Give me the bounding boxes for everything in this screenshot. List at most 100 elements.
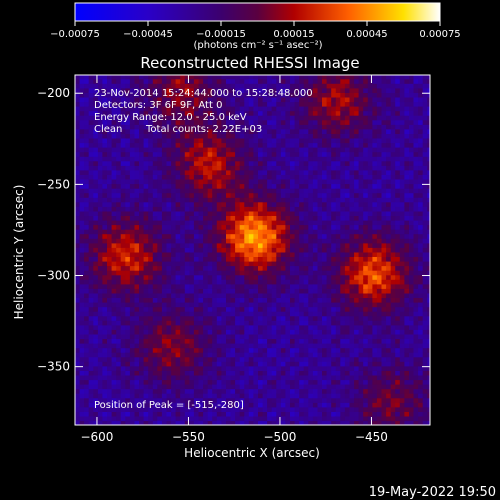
heatmap-cell bbox=[148, 156, 154, 162]
heatmap-cell bbox=[166, 78, 172, 84]
heatmap-cell bbox=[166, 370, 172, 376]
heatmap-cell bbox=[166, 188, 172, 194]
heatmap-cell bbox=[171, 188, 177, 194]
heatmap-cell bbox=[129, 379, 136, 385]
heatmap-cell bbox=[79, 238, 85, 244]
heatmap-cell bbox=[244, 87, 250, 93]
heatmap-cell bbox=[244, 106, 250, 112]
heatmap-cell bbox=[120, 165, 126, 171]
heatmap-cell bbox=[107, 333, 113, 340]
heatmap-cell bbox=[161, 224, 168, 230]
heatmap-cell bbox=[207, 302, 213, 308]
heatmap-cell bbox=[207, 333, 213, 340]
heatmap-cell bbox=[230, 361, 236, 367]
heatmap-cell bbox=[107, 320, 113, 326]
heatmap-cell bbox=[367, 197, 373, 203]
heatmap-cell bbox=[175, 206, 181, 212]
heatmap-cell bbox=[317, 188, 323, 194]
heatmap-cell bbox=[363, 379, 369, 385]
heatmap-cell bbox=[358, 160, 364, 166]
heatmap-cell bbox=[299, 397, 305, 403]
heatmap-cell bbox=[148, 133, 154, 139]
heatmap-cell bbox=[166, 388, 172, 394]
heatmap-cell bbox=[216, 288, 222, 294]
heatmap-cell bbox=[212, 124, 218, 130]
heatmap-cell bbox=[111, 270, 117, 276]
heatmap-cell bbox=[139, 115, 145, 121]
heatmap-cell bbox=[207, 233, 213, 239]
heatmap-cell bbox=[193, 215, 200, 221]
heatmap-cell bbox=[129, 206, 136, 212]
heatmap-cell bbox=[331, 365, 337, 371]
heatmap-cell bbox=[203, 78, 209, 84]
heatmap-cell bbox=[75, 379, 81, 385]
heatmap-cell bbox=[139, 75, 145, 80]
heatmap-cell bbox=[317, 333, 323, 340]
heatmap-cell bbox=[116, 206, 122, 212]
heatmap-cell bbox=[189, 151, 195, 157]
heatmap-cell bbox=[367, 343, 373, 349]
heatmap-cell bbox=[299, 133, 305, 139]
heatmap-cell bbox=[253, 247, 259, 253]
heatmap-cell bbox=[244, 115, 250, 121]
heatmap-cell bbox=[221, 201, 227, 207]
heatmap-cell bbox=[125, 83, 131, 89]
heatmap-cell bbox=[230, 96, 236, 103]
heatmap-cell bbox=[88, 347, 94, 353]
heatmap-cell bbox=[111, 183, 117, 189]
heatmap-cell bbox=[344, 229, 351, 235]
heatmap-cell bbox=[143, 219, 149, 226]
heatmap-cell bbox=[184, 356, 190, 362]
heatmap-cell bbox=[230, 270, 236, 276]
heatmap-cell bbox=[84, 311, 90, 317]
heatmap-cell bbox=[102, 106, 108, 112]
heatmap-cell bbox=[88, 297, 94, 303]
heatmap-cell bbox=[258, 384, 264, 390]
heatmap-cell bbox=[88, 311, 94, 317]
heatmap-cell bbox=[75, 137, 81, 144]
heatmap-cell bbox=[134, 242, 140, 248]
heatmap-cell bbox=[157, 165, 163, 171]
heatmap-cell bbox=[129, 247, 136, 253]
heatmap-cell bbox=[93, 343, 99, 349]
heatmap-cell bbox=[212, 329, 218, 335]
heatmap-cell bbox=[107, 110, 113, 116]
heatmap-cell bbox=[271, 165, 277, 171]
heatmap-cell bbox=[335, 406, 341, 412]
heatmap-cell bbox=[230, 306, 236, 312]
heatmap-cell bbox=[322, 192, 328, 198]
heatmap-cell bbox=[335, 279, 341, 285]
heatmap-cell bbox=[226, 137, 232, 144]
heatmap-cell bbox=[189, 92, 195, 98]
heatmap-cell bbox=[294, 379, 300, 385]
heatmap-cell bbox=[322, 384, 328, 390]
heatmap-cell bbox=[248, 169, 254, 175]
heatmap-cell bbox=[102, 402, 108, 408]
heatmap-cell bbox=[161, 356, 168, 362]
heatmap-cell bbox=[134, 279, 140, 285]
heatmap-cell bbox=[354, 160, 360, 166]
heatmap-cell bbox=[79, 192, 85, 198]
heatmap-cell bbox=[267, 347, 273, 353]
heatmap-cell bbox=[331, 160, 337, 166]
heatmap-cell bbox=[107, 87, 113, 93]
heatmap-cell bbox=[139, 169, 145, 175]
heatmap-cell bbox=[235, 260, 241, 267]
heatmap-cell bbox=[239, 370, 245, 376]
heatmap-cell bbox=[93, 361, 99, 367]
heatmap-cell bbox=[258, 324, 264, 330]
heatmap-cell bbox=[326, 292, 332, 298]
heatmap-cell bbox=[262, 238, 268, 244]
heatmap-cell bbox=[244, 352, 250, 358]
heatmap-cell bbox=[88, 110, 94, 116]
heatmap-cell bbox=[303, 160, 309, 166]
heatmap-cell bbox=[299, 384, 305, 390]
heatmap-cell bbox=[303, 188, 309, 194]
heatmap-cell bbox=[212, 83, 218, 89]
heatmap-cell bbox=[258, 183, 264, 189]
heatmap-cell bbox=[303, 379, 309, 385]
heatmap-cell bbox=[349, 306, 355, 312]
heatmap-cell bbox=[134, 165, 140, 171]
heatmap-cell bbox=[235, 256, 241, 262]
heatmap-cell bbox=[102, 315, 108, 321]
